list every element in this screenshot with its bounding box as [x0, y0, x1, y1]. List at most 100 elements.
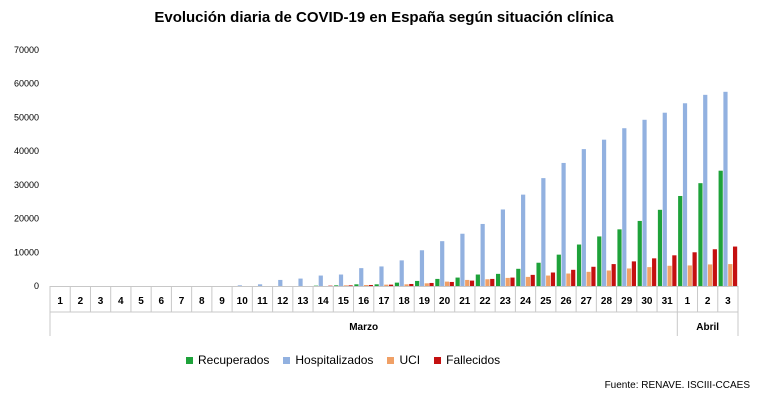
- x-tick-label: 10: [237, 296, 249, 307]
- bar-recuperados-27: [597, 236, 602, 286]
- bar-fallecidos-24: [550, 272, 556, 286]
- bar-recuperados-19: [435, 278, 440, 286]
- bar-uci-24: [546, 275, 551, 286]
- bar-hospitalizados-22: [500, 209, 505, 286]
- bar-recuperados-15: [354, 284, 359, 286]
- bar-uci-17: [404, 284, 409, 286]
- y-tick-label: 20000: [14, 214, 39, 224]
- month-label: Marzo: [349, 322, 378, 333]
- x-tick-label: 22: [479, 296, 491, 307]
- legend-swatch-uci: [387, 356, 395, 364]
- bar-hospitalizados-10: [257, 284, 263, 286]
- month-label: Abril: [696, 322, 719, 333]
- x-tick-label: 24: [520, 296, 532, 307]
- x-tick-label: 3: [98, 296, 104, 307]
- bar-recuperados-17: [394, 282, 400, 286]
- legend-swatch-fallecidos: [434, 356, 442, 364]
- bar-fallecidos-23: [530, 274, 535, 286]
- bar-hospitalizados-18: [419, 250, 425, 286]
- bar-recuperados-16: [374, 284, 379, 286]
- bar-recuperados-20: [455, 277, 460, 286]
- x-tick-label: 8: [199, 296, 205, 307]
- x-tick-label: 25: [540, 296, 552, 307]
- bar-uci-15: [363, 284, 369, 286]
- bar-uci-25: [566, 273, 571, 286]
- x-tick-label: 11: [257, 296, 268, 307]
- x-tick-label: 18: [399, 296, 411, 307]
- bar-uci-28: [627, 268, 632, 286]
- bar-hospitalizados-21: [480, 223, 485, 286]
- bar-hospitalizados-14: [338, 274, 344, 286]
- bar-recuperados-32: [698, 183, 703, 286]
- bar-fallecidos-19: [449, 281, 454, 286]
- x-tick-label: 21: [459, 296, 471, 307]
- bar-hospitalizados-32: [703, 94, 708, 286]
- chart-title: Evolución diaria de COVID-19 en España s…: [154, 9, 614, 26]
- legend-item-hospitalizados: Hospitalizados: [283, 353, 373, 367]
- x-tick-label: 30: [641, 296, 653, 307]
- y-tick-label: 40000: [14, 146, 39, 156]
- bar-recuperados-31: [678, 195, 683, 286]
- bar-uci-20: [465, 279, 470, 286]
- x-tick-label: 5: [138, 296, 144, 307]
- bar-recuperados-22: [495, 273, 501, 286]
- bar-fallecidos-26: [591, 266, 596, 286]
- bar-recuperados-26: [576, 244, 582, 286]
- x-tick-label: 12: [277, 296, 289, 307]
- bar-hospitalizados-28: [622, 128, 627, 286]
- bar-hospitalizados-31: [682, 103, 688, 286]
- bar-recuperados-28: [617, 229, 622, 286]
- x-tick-label: 3: [725, 296, 731, 307]
- bar-hospitalizados-16: [379, 266, 384, 286]
- bar-hospitalizados-25: [561, 162, 566, 286]
- bar-hospitalizados-15: [359, 268, 364, 286]
- x-tick-label: 1: [57, 296, 63, 307]
- bar-fallecidos-27: [611, 264, 616, 286]
- chart-legend: Recuperados Hospitalizados UCI Fallecido…: [186, 353, 514, 367]
- bar-fallecidos-32: [712, 249, 717, 286]
- bar-hospitalizados-19: [440, 241, 445, 286]
- y-tick-label: 10000: [14, 247, 39, 257]
- bar-uci-26: [586, 271, 591, 286]
- x-tick-label: 27: [581, 296, 593, 307]
- x-tick-label: 29: [621, 296, 633, 307]
- bar-uci-16: [384, 284, 389, 286]
- bar-hospitalizados-13: [318, 275, 323, 286]
- x-tick-label: 16: [358, 296, 370, 307]
- legend-item-fallecidos: Fallecidos: [434, 353, 500, 367]
- bar-fallecidos-18: [429, 282, 434, 286]
- y-tick-label: 50000: [14, 112, 39, 122]
- bar-fallecidos-28: [631, 261, 637, 286]
- y-tick-label: 60000: [14, 79, 39, 89]
- bar-uci-27: [606, 270, 611, 286]
- bar-fallecidos-17: [409, 283, 414, 286]
- bar-hospitalizados-11: [278, 279, 283, 286]
- bar-recuperados-14: [334, 285, 339, 286]
- bar-fallecidos-16: [388, 284, 394, 286]
- bar-recuperados-29: [637, 220, 642, 286]
- bar-uci-18: [424, 283, 429, 286]
- bar-recuperados-25: [556, 254, 561, 286]
- bar-uci-33: [728, 264, 733, 286]
- bar-hospitalizados-33: [723, 91, 728, 286]
- bar-uci-23: [525, 276, 531, 286]
- x-tick-label: 2: [78, 296, 84, 307]
- bar-hospitalizados-30: [662, 112, 667, 286]
- bar-hospitalizados-9: [237, 285, 242, 286]
- x-tick-label: 1: [685, 296, 691, 307]
- x-tick-label: 7: [179, 296, 185, 307]
- legend-item-uci: UCI: [387, 353, 420, 367]
- x-tick-label: 20: [439, 296, 451, 307]
- bar-hospitalizados-20: [460, 233, 465, 286]
- bar-uci-29: [647, 267, 652, 286]
- bar-recuperados-24: [536, 262, 541, 286]
- bar-fallecidos-20: [469, 280, 475, 286]
- x-tick-label: 4: [118, 296, 124, 307]
- legend-swatch-hospitalizados: [283, 356, 291, 364]
- bar-uci-22: [505, 277, 510, 286]
- legend-item-recuperados: Recuperados: [186, 353, 269, 367]
- bar-fallecidos-25: [571, 269, 576, 286]
- bar-recuperados-21: [475, 274, 480, 286]
- bar-fallecidos-31: [692, 252, 697, 286]
- bar-hospitalizados-26: [581, 149, 586, 286]
